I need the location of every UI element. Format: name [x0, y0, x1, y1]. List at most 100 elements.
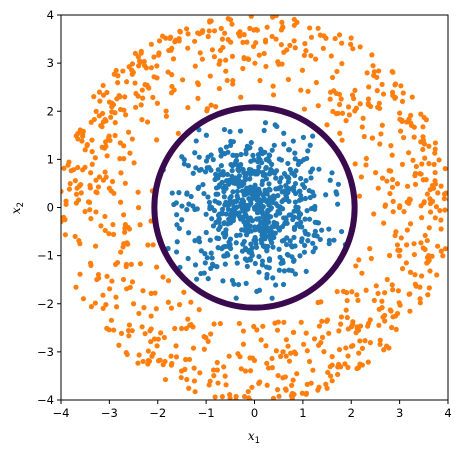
outer-ring-point — [312, 56, 319, 62]
outer-ring-point — [75, 136, 81, 142]
inner-cluster-point — [192, 150, 198, 156]
outer-ring-point — [304, 348, 310, 354]
y-tick-label: 4 — [47, 8, 54, 22]
inner-cluster-point — [234, 193, 240, 199]
inner-cluster-point — [269, 240, 275, 246]
outer-ring-point — [98, 223, 104, 229]
outer-ring-point — [283, 387, 289, 393]
outer-ring-point — [437, 208, 443, 214]
y-tick-label: 2 — [47, 104, 54, 118]
outer-ring-point — [241, 32, 247, 38]
inner-cluster-point — [274, 220, 280, 227]
outer-ring-point — [139, 117, 145, 123]
outer-ring-point — [254, 327, 260, 333]
inner-cluster-point — [298, 175, 304, 182]
inner-cluster-point — [269, 224, 275, 230]
outer-ring-point — [368, 255, 374, 262]
outer-ring-point — [154, 264, 160, 270]
outer-ring-point — [369, 135, 375, 141]
outer-ring-point — [138, 48, 144, 54]
outer-ring-point — [367, 317, 373, 323]
inner-cluster-point — [326, 226, 332, 232]
outer-ring-point — [372, 170, 379, 176]
inner-cluster-point — [227, 215, 233, 221]
inner-cluster-point — [224, 171, 231, 178]
inner-cluster-point — [249, 245, 255, 251]
outer-ring-point — [315, 25, 321, 31]
inner-cluster-point — [270, 244, 276, 250]
outer-ring-point — [233, 397, 239, 400]
outer-ring-point — [301, 341, 307, 347]
outer-ring-point — [290, 329, 297, 335]
outer-ring-point — [270, 92, 277, 98]
outer-ring-point — [380, 91, 387, 97]
outer-ring-point — [442, 166, 448, 172]
outer-ring-point — [74, 185, 80, 191]
inner-cluster-point — [301, 157, 307, 163]
inner-cluster-point — [181, 161, 187, 167]
outer-ring-point — [88, 304, 95, 310]
outer-ring-point — [241, 393, 248, 400]
outer-ring-point — [207, 378, 213, 384]
inner-cluster-point — [253, 241, 259, 247]
outer-ring-point — [247, 368, 254, 374]
outer-ring-point — [185, 316, 191, 322]
outer-ring-point — [273, 36, 279, 42]
outer-ring-point — [357, 101, 363, 107]
outer-ring-point — [150, 242, 156, 248]
inner-cluster-point — [307, 142, 313, 148]
outer-ring-point — [150, 94, 156, 100]
outer-ring-point — [304, 381, 310, 387]
outer-ring-point — [288, 350, 294, 356]
inner-cluster-point — [274, 123, 280, 130]
outer-ring-point — [208, 331, 214, 337]
outer-ring-point — [377, 341, 383, 347]
outer-ring-point — [197, 50, 203, 56]
outer-ring-point — [94, 190, 100, 196]
outer-ring-point — [292, 45, 298, 51]
outer-ring-point — [442, 207, 448, 213]
outer-ring-point — [111, 190, 117, 196]
outer-ring-point — [227, 395, 233, 400]
inner-cluster-point — [262, 243, 268, 249]
outer-ring-point — [353, 263, 359, 269]
outer-ring-point — [113, 294, 119, 300]
outer-ring-point — [374, 88, 380, 94]
inner-cluster-point — [173, 200, 179, 206]
outer-ring-point — [436, 157, 442, 163]
inner-cluster-point — [266, 257, 273, 264]
inner-cluster-point — [173, 249, 180, 255]
inner-cluster-point — [308, 205, 315, 212]
outer-ring-point — [329, 354, 335, 360]
inner-cluster-point — [308, 169, 314, 175]
outer-ring-point — [66, 186, 73, 192]
outer-ring-point — [419, 215, 425, 221]
outer-ring-point — [156, 38, 163, 44]
outer-ring-point — [167, 35, 173, 41]
outer-ring-point — [183, 356, 189, 363]
outer-ring-point — [135, 205, 142, 211]
outer-ring-point — [273, 348, 279, 354]
inner-cluster-point — [221, 188, 227, 195]
outer-ring-point — [139, 324, 145, 330]
outer-ring-point — [89, 161, 95, 167]
inner-cluster-point — [265, 155, 271, 162]
outer-ring-point — [389, 282, 395, 288]
outer-ring-point — [379, 81, 385, 88]
outer-ring-point — [256, 52, 262, 58]
outer-ring-point — [417, 300, 423, 306]
outer-ring-point — [225, 16, 231, 22]
inner-cluster-point — [247, 215, 254, 221]
outer-ring-point — [395, 247, 401, 253]
inner-cluster-point — [185, 255, 191, 262]
outer-ring-point — [410, 157, 416, 163]
inner-cluster-point — [203, 158, 210, 164]
outer-ring-point — [435, 190, 441, 196]
outer-ring-point — [381, 220, 387, 226]
outer-ring-point — [133, 104, 139, 110]
data-points — [61, 15, 448, 400]
inner-cluster-point — [314, 219, 320, 226]
inner-cluster-point — [248, 158, 254, 164]
outer-ring-point — [358, 174, 364, 180]
inner-cluster-point — [311, 232, 317, 238]
